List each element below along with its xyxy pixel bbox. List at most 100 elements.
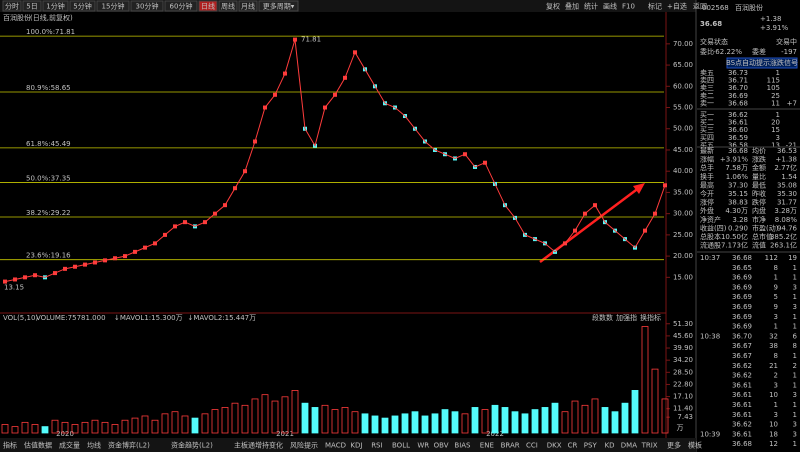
book-volume: 1 <box>776 111 780 119</box>
tool-button[interactable]: 复权 <box>546 2 560 11</box>
trade-price: 36.61 <box>732 411 752 419</box>
tool-button[interactable]: 叠加 <box>565 2 579 11</box>
indicator-tab[interactable]: CCI <box>526 442 538 450</box>
volume-tab[interactable]: 加强指 <box>616 313 637 322</box>
period-tab-label[interactable]: 日线 <box>201 2 215 11</box>
period-tab-label[interactable]: 5日 <box>26 3 37 11</box>
tool-button[interactable]: 统计 <box>584 2 598 11</box>
book-price: 36.59 <box>728 134 748 142</box>
chart-subtitle: (日线,前复权) <box>30 13 73 22</box>
indicator-tab[interactable]: DMA <box>621 442 637 450</box>
tool-button[interactable]: +自选 <box>667 2 687 11</box>
period-tab-label[interactable]: 周线 <box>221 2 235 11</box>
y-tick-label: 45.60 <box>673 332 693 340</box>
volume-bar <box>121 419 129 434</box>
volume-bar <box>331 409 339 434</box>
volume-bar <box>421 415 429 434</box>
stat-label: 流值 <box>752 241 766 250</box>
volume-bar <box>491 404 499 434</box>
volume-bar <box>651 368 659 434</box>
indicator-tab[interactable]: 主板通增持变化 <box>234 441 283 450</box>
volume-bar <box>281 396 289 434</box>
stat-value: 2.77亿 <box>774 163 797 172</box>
book-level: 卖一 <box>700 99 714 107</box>
year-label: 2022 <box>486 430 504 438</box>
volume-bar <box>221 407 229 434</box>
volume-bar <box>441 409 449 434</box>
stat-value: 36.68 <box>728 147 748 155</box>
indicator-tab[interactable]: ENE <box>480 442 494 450</box>
indicator-tab[interactable]: DKX <box>547 442 562 450</box>
volume-bar <box>1 424 9 434</box>
trade-volume: 9 <box>774 303 778 311</box>
volume-bar <box>351 411 359 434</box>
period-tab-label[interactable]: 分时 <box>5 2 19 11</box>
indicator-tab[interactable]: 指标 <box>3 441 17 450</box>
stat-value: 35.30 <box>777 190 797 198</box>
indicator-tab[interactable]: BIAS <box>454 442 471 450</box>
indicator-tab[interactable]: BOLL <box>392 442 410 450</box>
indicator-tab[interactable]: RSI <box>371 442 382 450</box>
indicator-tab[interactable]: 模板 <box>688 441 702 450</box>
tool-button[interactable]: 返回 <box>693 3 707 11</box>
trade-count: 8 <box>793 342 797 350</box>
stat-value: +1.38 <box>776 156 797 164</box>
indicator-tab[interactable]: 均线 <box>87 441 101 450</box>
indicator-tab[interactable]: 资金博弈(L2) <box>108 441 150 450</box>
stat-label: 涨停 <box>700 198 714 207</box>
tool-button[interactable]: 标记 <box>648 2 662 11</box>
trade-price: 36.65 <box>732 264 752 272</box>
indicator-tab[interactable]: 成交量 <box>59 441 80 450</box>
chart-title: 百润股份 <box>3 13 31 22</box>
fib-label: 50.0%:37.35 <box>26 174 71 182</box>
indicator-tab[interactable]: 更多 <box>667 441 681 450</box>
stat-value: 4.30万 <box>725 207 748 215</box>
indicator-tab[interactable]: KDJ <box>350 442 362 450</box>
trade-price: 36.61 <box>732 381 752 389</box>
volume-bar <box>271 400 279 434</box>
tool-button[interactable]: 画线 <box>603 2 617 11</box>
signal-banner-text[interactable]: BS点自动提示涨跌信号 <box>726 58 798 67</box>
volume-bar <box>131 417 139 434</box>
trade-volume: 8 <box>774 264 778 272</box>
stat-value: 31.77 <box>777 199 797 207</box>
indicator-tab[interactable]: PSY <box>584 442 598 450</box>
indicator-tab[interactable]: BRAR <box>501 442 520 450</box>
trade-price: 36.62 <box>732 421 752 429</box>
trade-time: 10:39 <box>700 430 720 438</box>
period-tab-label[interactable]: 30分钟 <box>136 2 159 11</box>
trade-volume: 10 <box>769 421 778 429</box>
book-delta: -21 <box>786 141 797 149</box>
stat-label: 外盘 <box>700 206 714 215</box>
period-tab-label[interactable]: 5分钟 <box>73 2 91 11</box>
y-tick-label: 35.00 <box>673 188 693 196</box>
indicator-tab[interactable]: 风险提示 <box>290 441 318 450</box>
volume-bar <box>361 413 369 434</box>
book-volume: 3 <box>776 134 780 142</box>
period-tab-label[interactable]: 15分钟 <box>102 2 125 11</box>
period-tab-label[interactable]: 60分钟 <box>170 2 193 11</box>
volume-tab[interactable]: 段数数 <box>592 313 613 322</box>
indicator-tab[interactable]: OBV <box>434 442 449 450</box>
trade-volume: 8 <box>774 352 778 360</box>
period-tab-label[interactable]: 更多周期▾ <box>263 2 295 11</box>
trade-price: 36.62 <box>732 362 752 370</box>
period-tab-label[interactable]: 月线 <box>241 2 255 11</box>
indicator-tab[interactable]: TRIX <box>641 442 658 450</box>
indicator-tab[interactable]: KD <box>605 442 615 450</box>
indicator-tab[interactable]: CR <box>568 442 578 450</box>
stat-label: 总手 <box>700 163 714 172</box>
stat-label: 流通股 <box>700 241 721 250</box>
bottom-tabs <box>0 438 696 452</box>
tool-button[interactable]: F10 <box>622 3 635 11</box>
y-tick-label: 70.00 <box>673 40 693 48</box>
indicator-tab[interactable]: MACD <box>325 442 346 450</box>
indicator-tab[interactable]: WR <box>417 442 429 450</box>
book-volume: 1 <box>776 69 780 77</box>
volume-bar <box>411 411 419 434</box>
period-tab-label[interactable]: 1分钟 <box>46 2 64 11</box>
trade-count: 1 <box>793 440 797 448</box>
indicator-tab[interactable]: 估值数据 <box>24 441 52 450</box>
indicator-tab[interactable]: 资金趋势(L2) <box>171 441 213 450</box>
volume-tab[interactable]: 换指标 <box>640 313 661 322</box>
